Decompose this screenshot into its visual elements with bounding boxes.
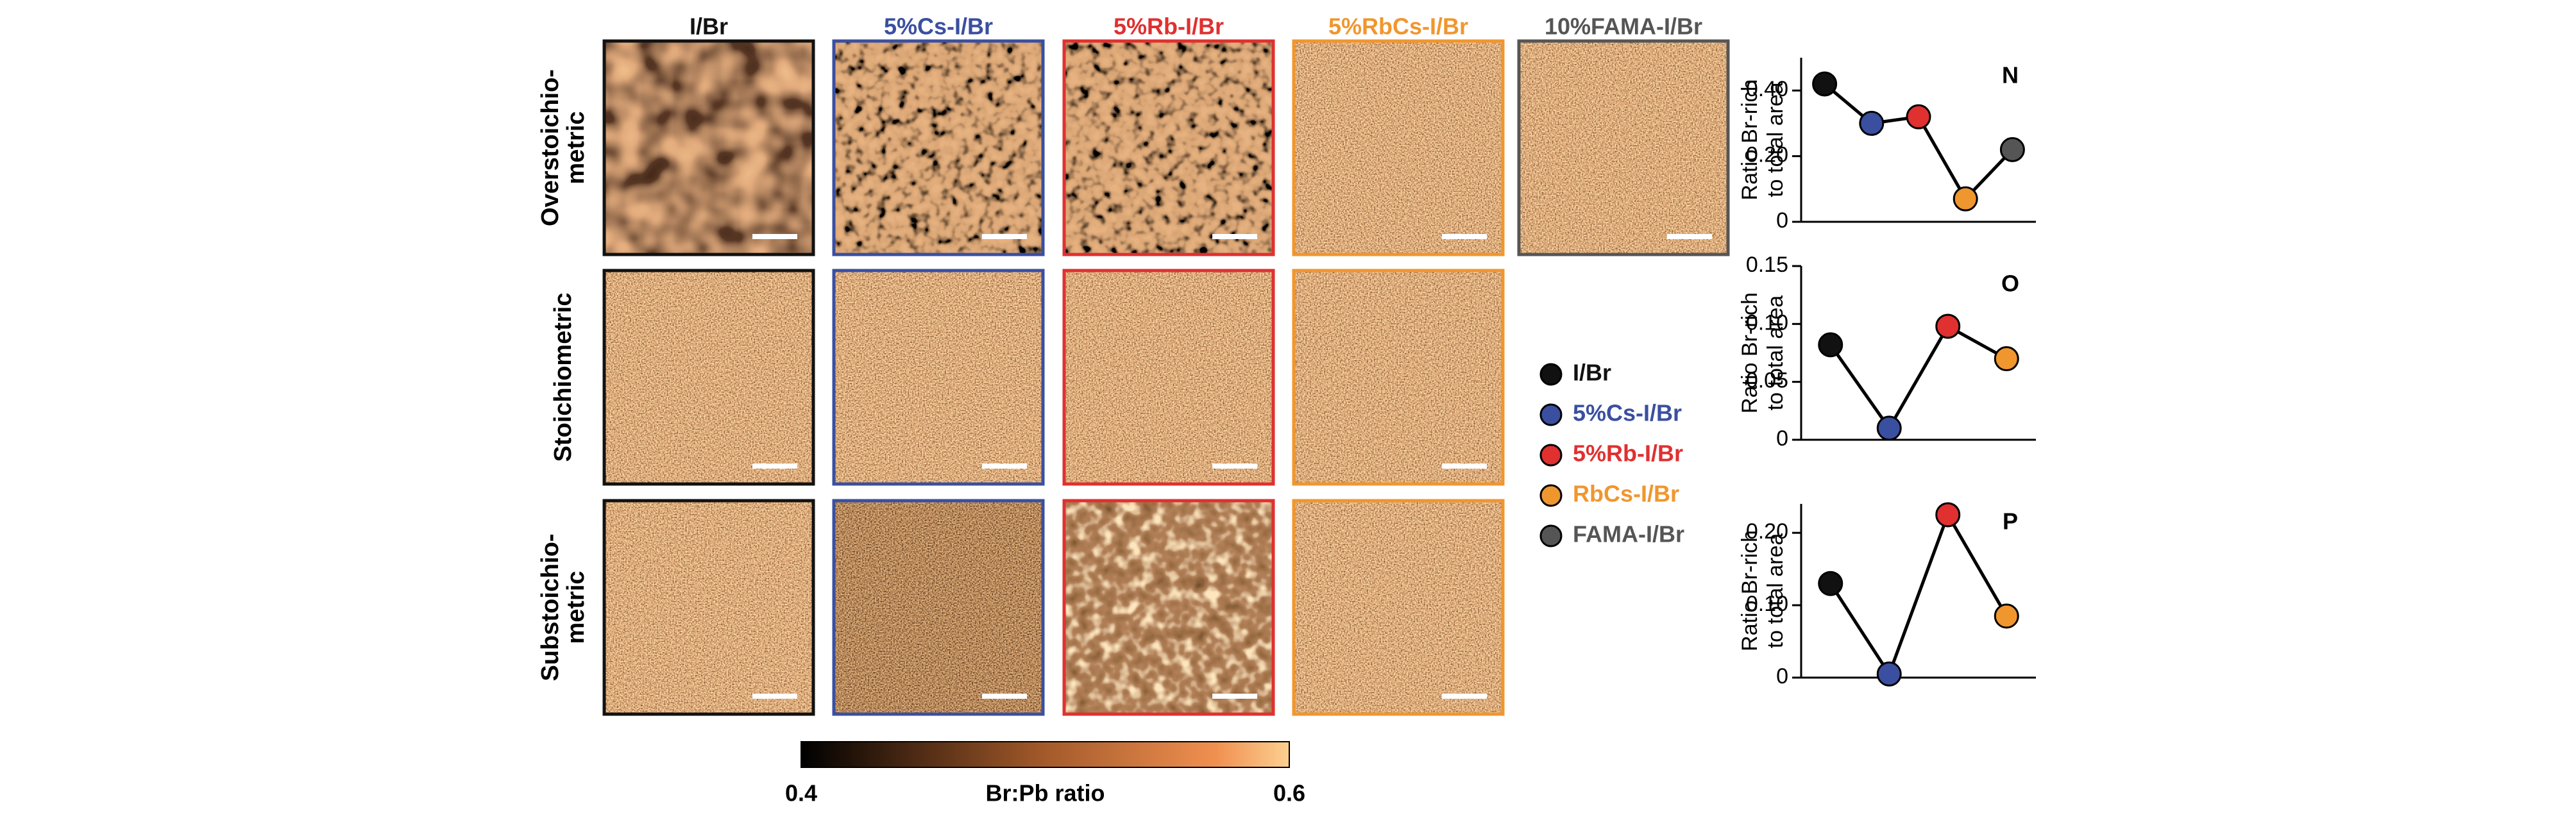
legend-marker [1539, 403, 1563, 426]
row-title: metric [563, 571, 589, 644]
point [1906, 104, 1931, 129]
column-title: 5%Cs-I/Br [884, 13, 993, 40]
map-image [1064, 271, 1273, 484]
map-frame [832, 39, 1045, 256]
map-frame [602, 269, 815, 486]
map-frame [1292, 39, 1505, 256]
column-title: 5%Rb-I/Br [1114, 13, 1224, 40]
point [1953, 186, 1978, 212]
point [1818, 571, 1843, 596]
map-image [834, 501, 1043, 714]
colorbar-label: Br:Pb ratio [985, 780, 1105, 806]
y-tick-label: 0.40 [1746, 77, 1788, 101]
row-title: Stoichiometric [550, 293, 577, 462]
legend-label: RbCs-I/Br [1573, 481, 1679, 507]
column-title: 10%FAMA-I/Br [1545, 13, 1702, 40]
colorbar [801, 741, 1290, 768]
map-image [604, 271, 813, 484]
row-title: Overstoichio- [537, 69, 564, 226]
map-image [1519, 41, 1728, 255]
y-tick-label: 0 [1776, 664, 1788, 689]
y-axis-title: Ratio Br-rich [1738, 79, 1762, 201]
point [1876, 661, 1902, 687]
legend-label: 5%Cs-I/Br [1573, 400, 1682, 426]
legend-marker [1539, 484, 1563, 507]
map-frame [602, 39, 815, 256]
line [1829, 324, 2008, 431]
legend-label: I/Br [1573, 360, 1611, 386]
map-frame [1292, 269, 1505, 486]
legend-label: 5%Rb-I/Br [1573, 440, 1683, 467]
y-axis-title: Ratio Br-rich [1738, 292, 1762, 413]
line [1823, 83, 2014, 202]
y-tick-label: 0.20 [1746, 519, 1788, 544]
panel-label: N [2002, 62, 2019, 88]
line [1829, 511, 2008, 678]
point [1994, 346, 2019, 372]
y-tick-label: 0.15 [1746, 253, 1788, 277]
map-image [1294, 271, 1503, 484]
colorbar-tick-label: 0.4 [785, 780, 817, 806]
map-frame [832, 269, 1045, 486]
map-image [834, 41, 1043, 255]
legend-marker [1539, 444, 1563, 467]
map-frame [602, 499, 815, 716]
y-axis-title: to total area [1763, 82, 1788, 197]
y-axis-title: to total area [1763, 533, 1788, 649]
map-image [1294, 41, 1503, 255]
y-tick-label: 0.05 [1746, 369, 1788, 393]
legend-marker [1539, 524, 1563, 547]
map-image [834, 271, 1043, 484]
point [1994, 603, 2019, 629]
point [1818, 332, 1843, 358]
map-image [1064, 41, 1273, 255]
legend-label: FAMA-I/Br [1573, 521, 1684, 547]
map-image [604, 501, 813, 714]
y-tick-label: 0 [1776, 426, 1788, 451]
y-tick-label: 0.10 [1746, 310, 1788, 335]
map-frame [1062, 39, 1275, 256]
map-frame [1062, 269, 1275, 486]
map-image [1064, 501, 1273, 714]
y-axis-title: Ratio Br-rich [1738, 530, 1762, 651]
legend-marker [1539, 363, 1563, 386]
row-title: Substoichio- [537, 533, 564, 681]
point [1859, 110, 1885, 136]
map-frame [1062, 499, 1275, 716]
column-title: 5%RbCs-I/Br [1328, 13, 1468, 40]
map-frame [1517, 39, 1730, 256]
map-image [604, 41, 813, 255]
y-tick-label: 0.20 [1746, 143, 1788, 167]
point [1876, 415, 1902, 441]
y-tick-label: 0 [1776, 208, 1788, 233]
map-frame [832, 499, 1045, 716]
panel-label: P [2003, 508, 2018, 535]
point [1935, 313, 1961, 339]
row-title: metric [563, 111, 589, 184]
point [1935, 502, 1961, 528]
colorbar-tick-label: 0.6 [1273, 780, 1305, 806]
column-title: I/Br [690, 13, 728, 40]
y-axis-title: to total area [1763, 296, 1788, 411]
point [1812, 71, 1838, 97]
map-image [1294, 501, 1503, 714]
y-tick-label: 0.10 [1746, 592, 1788, 616]
panel-label: O [2001, 271, 2019, 297]
point [1999, 137, 2025, 162]
map-frame [1292, 499, 1505, 716]
